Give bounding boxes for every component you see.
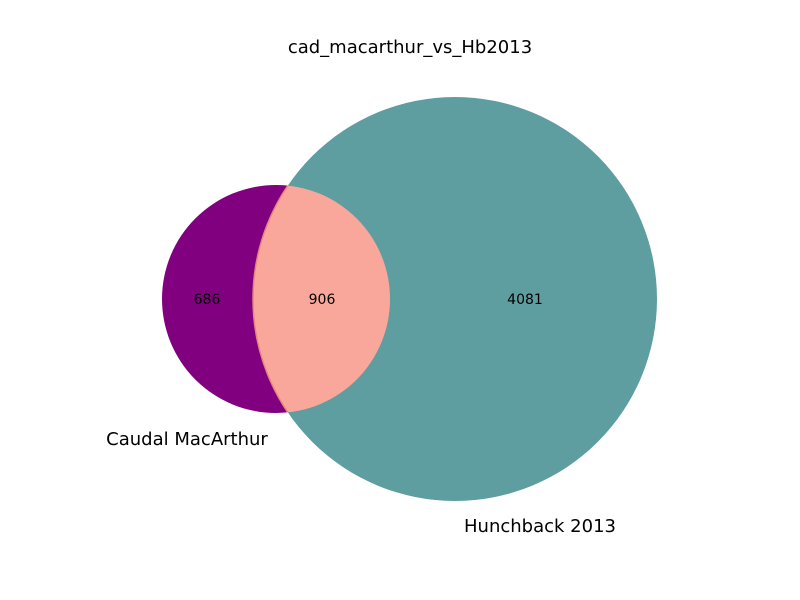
set-a-label: Caudal MacArthur	[106, 429, 268, 450]
set-b-label: Hunchback 2013	[464, 516, 616, 537]
intersection-outline-b	[252, 185, 390, 413]
count-b-only: 4081	[507, 292, 543, 308]
count-intersection: 906	[309, 292, 336, 308]
count-a-only: 686	[194, 292, 221, 308]
diagram-title: cad_macarthur_vs_Hb2013	[288, 37, 532, 58]
set-b-circle	[253, 97, 657, 501]
